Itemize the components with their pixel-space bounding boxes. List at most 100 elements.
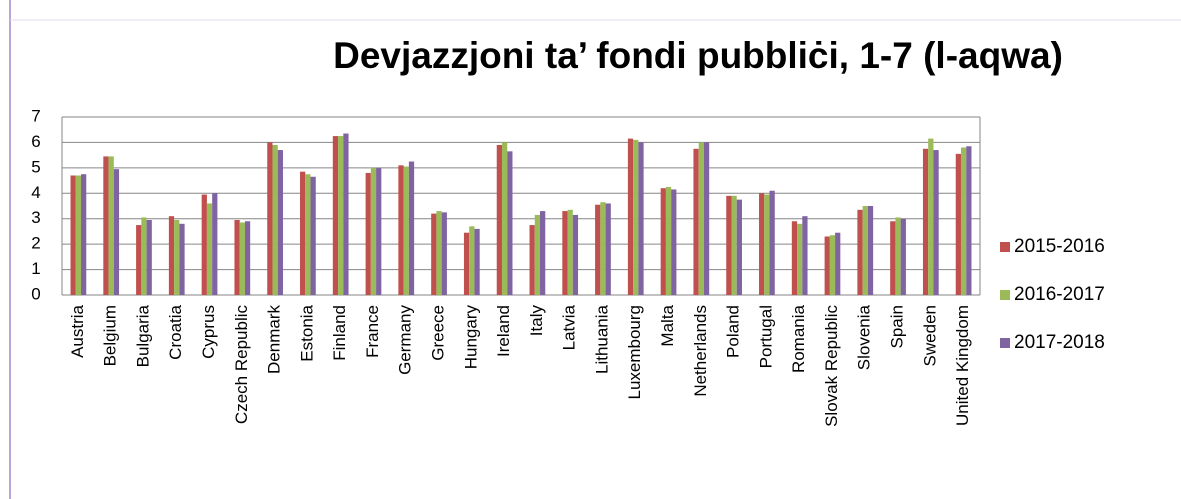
bar bbox=[698, 142, 704, 295]
bar bbox=[562, 211, 568, 295]
bar bbox=[441, 212, 447, 295]
x-tick-label: Ireland bbox=[494, 305, 513, 357]
bar bbox=[759, 193, 765, 295]
y-tick-label: 7 bbox=[31, 106, 40, 125]
bar bbox=[507, 151, 513, 295]
bar bbox=[966, 146, 972, 295]
bar bbox=[305, 174, 311, 295]
bar bbox=[922, 148, 929, 295]
bar bbox=[403, 166, 409, 295]
bar bbox=[234, 219, 240, 295]
x-tick-label: Germany bbox=[396, 305, 415, 375]
x-tick-label: Sweden bbox=[920, 305, 939, 366]
legend-swatch bbox=[1000, 242, 1010, 252]
bar bbox=[600, 202, 606, 295]
y-tick-label: 2 bbox=[31, 234, 40, 253]
bar bbox=[474, 228, 480, 295]
x-tick-label: France bbox=[363, 305, 382, 358]
bar bbox=[638, 142, 644, 295]
x-tick-label: Malta bbox=[658, 304, 677, 346]
x-tick-label: Spain bbox=[888, 305, 907, 348]
bar bbox=[534, 214, 541, 295]
bar bbox=[343, 133, 349, 295]
bar bbox=[769, 190, 775, 295]
bar bbox=[244, 221, 251, 295]
bar bbox=[81, 174, 87, 295]
bar bbox=[867, 206, 874, 295]
bar bbox=[627, 138, 634, 295]
x-tick-label: Greece bbox=[429, 305, 448, 361]
bar bbox=[928, 138, 934, 295]
bar bbox=[726, 195, 732, 295]
bar bbox=[862, 206, 868, 295]
bar bbox=[529, 225, 535, 295]
bar bbox=[174, 219, 180, 295]
bar bbox=[605, 203, 611, 295]
bar bbox=[212, 193, 218, 295]
bar bbox=[277, 150, 283, 295]
bar bbox=[933, 150, 939, 295]
bar bbox=[70, 175, 76, 295]
bar bbox=[857, 209, 863, 295]
bar bbox=[671, 189, 677, 295]
y-tick-label: 5 bbox=[31, 157, 40, 176]
legend-label: 2017-2018 bbox=[1014, 332, 1105, 353]
x-tick-label: Belgium bbox=[101, 305, 120, 366]
x-tick-label: Slovenia bbox=[855, 304, 874, 370]
bar bbox=[398, 165, 404, 295]
x-tick-label: United Kingdom bbox=[953, 305, 972, 426]
bar bbox=[540, 211, 546, 295]
bar bbox=[201, 194, 207, 295]
bar bbox=[501, 142, 508, 295]
y-tick-label: 6 bbox=[31, 132, 40, 151]
bar bbox=[300, 171, 306, 295]
bar bbox=[310, 176, 316, 295]
bar bbox=[802, 216, 808, 295]
bar bbox=[693, 148, 699, 295]
bar bbox=[463, 232, 470, 295]
x-tick-label: Estonia bbox=[297, 304, 316, 361]
x-tick-label: Denmark bbox=[265, 305, 284, 374]
x-tick-label: Portugal bbox=[756, 305, 775, 368]
legend-swatch bbox=[1000, 338, 1010, 348]
bar bbox=[890, 221, 896, 295]
y-tick-label: 0 bbox=[31, 284, 40, 303]
bar bbox=[103, 156, 109, 295]
bar bbox=[829, 235, 836, 295]
bar bbox=[736, 199, 742, 295]
bar bbox=[431, 213, 437, 295]
bar bbox=[835, 232, 841, 295]
x-tick-label: Romania bbox=[789, 304, 808, 373]
bar bbox=[75, 175, 82, 295]
x-tick-label: Bulgaria bbox=[133, 304, 152, 367]
bar bbox=[272, 144, 278, 295]
x-tick-label: Cyprus bbox=[199, 305, 218, 359]
bar bbox=[660, 188, 666, 295]
bar bbox=[370, 167, 377, 295]
bar bbox=[895, 217, 901, 295]
bar bbox=[436, 211, 442, 295]
bar bbox=[146, 219, 152, 295]
legend-label: 2015-2016 bbox=[1014, 236, 1105, 257]
bar bbox=[960, 147, 967, 295]
chart-title: Devjazzjoni ta’ fondi pubbliċi, 1-7 (l-a… bbox=[333, 35, 1063, 76]
bar bbox=[332, 136, 339, 295]
bar bbox=[408, 161, 415, 295]
bar bbox=[567, 209, 573, 295]
bar bbox=[113, 169, 120, 295]
bar bbox=[900, 218, 906, 295]
bar bbox=[572, 214, 579, 295]
bar bbox=[168, 216, 175, 295]
bar bbox=[469, 226, 475, 295]
legend-swatch bbox=[1000, 290, 1010, 300]
x-tick-label: Italy bbox=[527, 305, 546, 337]
bar bbox=[136, 225, 142, 295]
bar bbox=[791, 221, 798, 295]
bar bbox=[955, 153, 961, 295]
x-tick-label: Lithuania bbox=[592, 304, 611, 374]
bar bbox=[179, 223, 185, 295]
bar bbox=[595, 204, 601, 295]
bar bbox=[665, 186, 672, 295]
x-tick-label: Slovak Republic bbox=[822, 305, 841, 427]
